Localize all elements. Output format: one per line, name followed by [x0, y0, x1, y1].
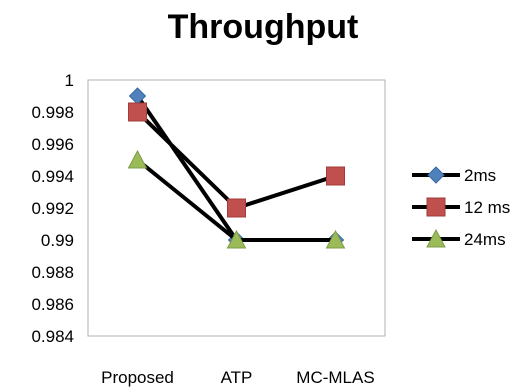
series-3	[127, 149, 346, 249]
series-2	[128, 102, 345, 218]
data-point	[227, 198, 246, 218]
y-tick-label: 0.986	[31, 295, 74, 314]
y-tick-label: 0.99	[41, 231, 74, 250]
y-tick-label: 0.998	[31, 103, 74, 122]
y-tick-label: 1	[65, 71, 74, 90]
y-tick-label: 0.988	[31, 263, 74, 282]
series-layer	[127, 87, 346, 249]
series-line	[135, 94, 336, 242]
y-axis: 0.984 0.986 0.988 0.99 0.992 0.994 0.996 0.998 1	[31, 71, 74, 346]
data-point	[127, 149, 148, 169]
plot-area	[87, 79, 386, 337]
legend-marker	[426, 228, 446, 248]
x-tick-label: Proposed	[101, 368, 174, 387]
series-line	[136, 110, 337, 210]
y-tick-label: 0.996	[31, 135, 74, 154]
legend-label: 12 ms	[464, 198, 510, 217]
data-point	[325, 229, 346, 249]
legend-item: 2ms	[412, 166, 496, 185]
y-tick-label: 0.992	[31, 199, 74, 218]
x-axis: Proposed ATP MC-MLAS	[101, 368, 375, 387]
x-tick-label: MC-MLAS	[296, 368, 374, 387]
legend-marker	[426, 197, 446, 217]
legend-item: 24ms	[412, 228, 506, 249]
data-point	[128, 102, 147, 122]
legend-item: 12 ms	[412, 197, 510, 217]
y-tick-label: 0.994	[31, 167, 74, 186]
data-point	[226, 229, 247, 249]
y-tick-label: 0.984	[31, 327, 74, 346]
x-tick-label: ATP	[221, 368, 253, 387]
data-point	[326, 166, 345, 186]
legend: 2ms 12 ms 24ms	[412, 166, 510, 249]
plot-border	[87, 79, 386, 337]
legend-label: 24ms	[464, 230, 506, 249]
legend-label: 2ms	[464, 166, 496, 185]
chart-title: Throughput	[168, 8, 359, 46]
legend-marker	[427, 166, 445, 184]
series-1	[128, 87, 345, 249]
